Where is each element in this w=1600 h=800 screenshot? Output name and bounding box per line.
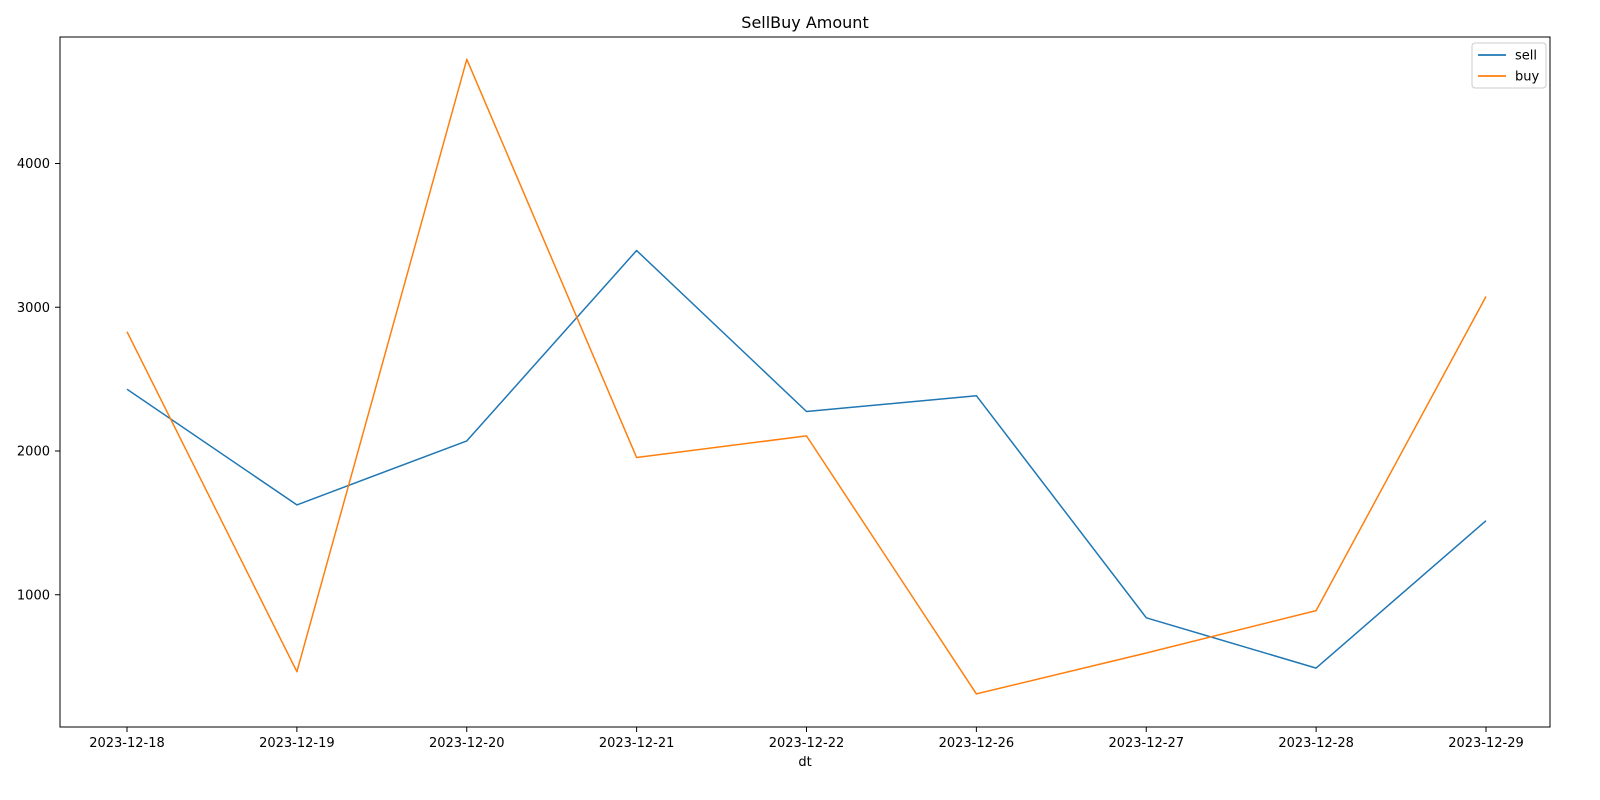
- x-tick-label: 2023-12-22: [769, 736, 845, 751]
- series-line-sell: [126, 249, 1487, 669]
- x-tick-label: 2023-12-27: [1108, 736, 1184, 751]
- x-tick-label: 2023-12-26: [939, 736, 1015, 751]
- series-line-buy: [126, 58, 1487, 695]
- x-axis: 2023-12-18 2023-12-19 2023-12-20 2023-12-21…: [89, 727, 1524, 751]
- x-tick-label: 2023-12-28: [1278, 736, 1354, 751]
- y-tick-label: 2000: [17, 445, 50, 460]
- legend-label-sell: sell: [1515, 49, 1537, 64]
- plot-area: [59, 36, 1551, 728]
- x-axis-label: dt: [798, 755, 811, 770]
- x-tick-label: 2023-12-29: [1448, 736, 1524, 751]
- legend: sell buy: [1471, 42, 1547, 89]
- x-tick-label: 2023-12-18: [89, 736, 165, 751]
- x-tick-label: 2023-12-19: [259, 736, 335, 751]
- chart-title: SellBuy Amount: [741, 13, 868, 32]
- x-tick-label: 2023-12-20: [429, 736, 505, 751]
- y-tick-label: 4000: [17, 157, 50, 172]
- x-tick-label: 2023-12-21: [599, 736, 675, 751]
- legend-label-buy: buy: [1515, 70, 1539, 85]
- y-tick-label: 3000: [17, 301, 50, 316]
- y-axis: 1000 2000 3000 4000: [17, 157, 60, 603]
- series-lines: [126, 58, 1487, 695]
- y-tick-label: 1000: [17, 588, 50, 603]
